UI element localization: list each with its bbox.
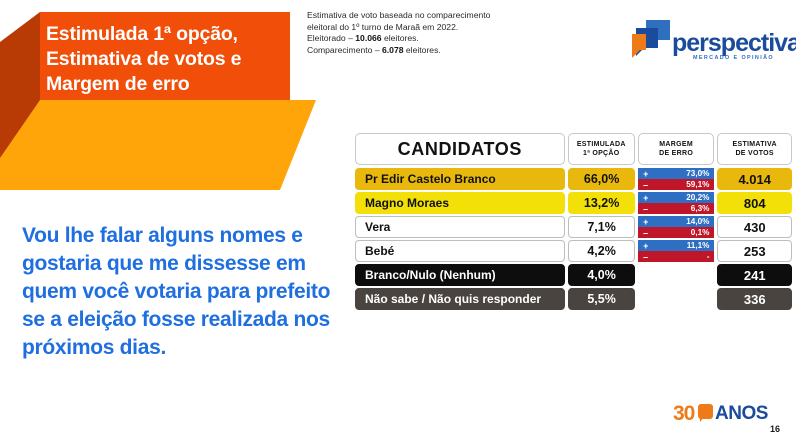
banner-title-line-1: Estimulada 1ª opção, <box>46 23 238 45</box>
perspectiva-logo: perspectiva MERCADO E OPINIÃO <box>632 18 796 68</box>
margin-minus: – 59,1% <box>638 179 715 190</box>
cell-candidate-name: Não sabe / Não quis responder <box>355 288 566 310</box>
header-estimulada: ESTIMULADA 1ª OPÇÃO <box>567 133 635 165</box>
margin-plus: +20,2% <box>638 192 715 203</box>
minus-sign-icon: – <box>643 227 649 238</box>
cell-estimated-votes: 430 <box>717 216 792 238</box>
cell-margin-of-error: +20,2% –6,3% <box>638 192 715 214</box>
header-margem-de-erro: MARGEM DE ERRO <box>637 133 715 165</box>
cell-margin-of-error-empty <box>638 288 714 310</box>
header-margem-line-2: DE ERRO <box>659 150 694 157</box>
cell-estimated-votes: 336 <box>717 288 792 310</box>
cell-estimated-votes: 241 <box>717 264 792 286</box>
description-line-2: eleitoral do 1º turno de Maraã em 2022. <box>307 21 459 32</box>
header-margem-line-1: MARGEM <box>659 141 693 148</box>
cell-margin-of-error: +14,0% –0,1% <box>638 216 715 238</box>
plus-sign-icon: + <box>643 216 649 227</box>
table-row: Vera 7,1% +14,0% –0,1% 430 <box>355 216 792 238</box>
anos-bubble-icon <box>698 404 713 422</box>
header-estimativa-line-1: ESTIMATIVA <box>732 141 777 148</box>
description-line-4: Comparecimento – 6.078 eleitores. <box>307 45 537 57</box>
margin-minus-value: 59,1% <box>686 180 710 189</box>
table-row: Pr Edir Castelo Branco 66,0% +73,0% –59,1% 4… <box>355 168 792 190</box>
margin-minus-value: - <box>706 252 710 261</box>
margin-plus-value: 14,0% <box>686 217 710 226</box>
banner-title-line-3: Margem de erro <box>46 73 190 95</box>
margin-plus-value: 11,1% <box>686 241 710 250</box>
turnout-label: Comparecimento – <box>307 44 380 55</box>
cell-percentage: 4,0% <box>568 264 636 286</box>
cell-candidate-name: Pr Edir Castelo Branco <box>355 168 566 190</box>
minus-sign-icon: – <box>643 179 649 190</box>
description-line-1: Estimativa de voto baseada no comparecim… <box>307 10 491 20</box>
description-line-3: Eleitorado – 10.066 eleitores. <box>307 33 537 45</box>
cell-estimated-votes: 804 <box>717 192 792 214</box>
banner-shape <box>0 12 316 190</box>
electorate-value: 10.066 <box>355 33 382 44</box>
margin-plus: +11,1% <box>638 240 715 251</box>
anos-logo: 30 ANOS <box>673 402 768 425</box>
plus-sign-icon: + <box>643 192 649 203</box>
table-row: Não sabe / Não quis responder 5,5% 336 <box>355 288 792 310</box>
turnout-value: 6.078 <box>382 44 404 55</box>
header-candidates: CANDIDATOS <box>355 133 565 165</box>
turnout-suffix: eleitores. <box>405 44 441 55</box>
margin-minus: – 0,1% <box>638 227 715 238</box>
cell-percentage: 66,0% <box>568 168 636 190</box>
cell-percentage: 4,2% <box>568 240 636 262</box>
plus-sign-icon: + <box>643 240 649 251</box>
margin-plus-value: 73,0% <box>686 169 710 178</box>
cell-percentage: 5,5% <box>568 288 636 310</box>
header-estimulada-line-2: 1ª OPÇÃO <box>583 150 620 157</box>
anos-number: 30 <box>673 402 695 425</box>
methodology-description: Estimativa de voto baseada no comparecim… <box>307 10 537 56</box>
cell-margin-of-error: +73,0% –59,1% <box>638 168 715 190</box>
margin-minus: – - <box>638 251 715 262</box>
table-header-row: CANDIDATOS ESTIMULADA 1ª OPÇÃO MARGEM DE… <box>355 133 792 165</box>
banner-title-line-2: Estimativa de votos e <box>46 48 242 70</box>
electorate-label: Eleitorado – <box>307 33 353 44</box>
title-banner: Estimulada 1ª opção, Estimativa de votos… <box>0 0 316 190</box>
speech-bubble-icon <box>632 20 670 58</box>
plus-sign-icon: + <box>643 168 649 179</box>
margin-minus: – 6,3% <box>638 203 715 214</box>
cell-margin-of-error-empty <box>638 264 714 286</box>
cell-candidate-name: Bebé <box>355 240 566 262</box>
minus-sign-icon: – <box>643 203 649 214</box>
cell-percentage: 7,1% <box>568 216 636 238</box>
question-text: Vou lhe falar alguns nomes e gostaria qu… <box>22 224 331 359</box>
page-number: 16 <box>770 424 781 434</box>
header-estimativa-line-2: DE VOTOS <box>735 150 774 157</box>
table-row: Magno Moraes 13,2% +20,2% –6,3% 804 <box>355 192 792 214</box>
cell-candidate-name: Branco/Nulo (Nenhum) <box>355 264 566 286</box>
cell-candidate-name: Magno Moraes <box>355 192 566 214</box>
margin-minus-value: 6,3% <box>690 204 710 213</box>
banner-title: Estimulada 1ª opção, Estimativa de votos… <box>46 22 296 97</box>
cell-candidate-name: Vera <box>355 216 566 238</box>
logo-wordmark: perspectiva <box>672 29 796 57</box>
table-row: Branco/Nulo (Nenhum) 4,0% 241 <box>355 264 792 286</box>
cell-margin-of-error: +11,1% – - <box>638 240 715 262</box>
results-table: CANDIDATOS ESTIMULADA 1ª OPÇÃO MARGEM DE… <box>355 133 792 312</box>
anos-word: ANOS <box>715 403 768 424</box>
margin-plus: +14,0% <box>638 216 715 227</box>
cell-percentage: 13,2% <box>568 192 636 214</box>
header-estimativa-votos: ESTIMATIVA DE VOTOS <box>717 133 792 165</box>
margin-plus-value: 20,2% <box>686 193 710 202</box>
margin-plus: +73,0% <box>638 168 715 179</box>
table-row: Bebé 4,2% +11,1% – -253 <box>355 240 792 262</box>
header-estimulada-line-1: ESTIMULADA <box>576 141 626 148</box>
minus-sign-icon: – <box>643 251 649 262</box>
electorate-suffix: eleitores. <box>383 33 419 44</box>
logo-tagline: MERCADO E OPINIÃO <box>693 55 775 61</box>
cell-estimated-votes: 253 <box>717 240 792 262</box>
margin-minus-value: 0,1% <box>690 228 710 237</box>
cell-estimated-votes: 4.014 <box>717 168 792 190</box>
